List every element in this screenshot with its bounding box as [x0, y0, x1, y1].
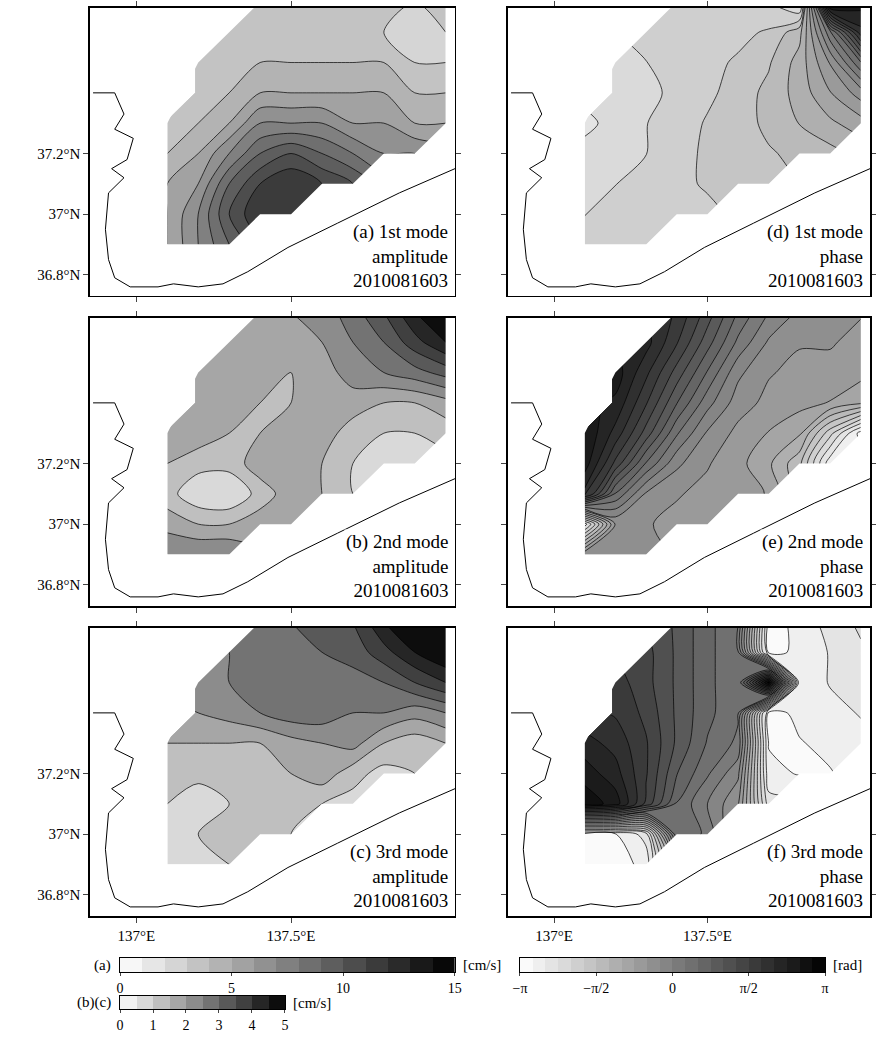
svg-text:[cm/s]: [cm/s]	[293, 995, 331, 1011]
svg-text:5: 5	[281, 1018, 288, 1033]
svg-text:37.2°N: 37.2°N	[37, 146, 80, 162]
svg-text:(b) 2nd modeamplitude201008160: (b) 2nd modeamplitude2010081603	[346, 531, 448, 601]
svg-text:15: 15	[448, 981, 462, 996]
svg-text:(b)(c): (b)(c)	[77, 994, 111, 1011]
svg-text:(a): (a)	[94, 957, 111, 974]
svg-text:(e) 2nd modephase2010081603: (e) 2nd modephase2010081603	[762, 531, 863, 601]
svg-text:36.8°N: 36.8°N	[37, 267, 80, 283]
svg-text:5: 5	[228, 981, 235, 996]
svg-text:37.2°N: 37.2°N	[37, 766, 80, 782]
svg-text:137.5°E: 137.5°E	[267, 928, 316, 944]
svg-text:137°E: 137°E	[118, 928, 156, 944]
svg-text:0: 0	[117, 981, 124, 996]
svg-text:137.5°E: 137.5°E	[683, 928, 732, 944]
svg-text:37°N: 37°N	[49, 516, 81, 532]
svg-text:4: 4	[248, 1018, 255, 1033]
svg-text:0: 0	[669, 981, 676, 996]
svg-text:(f) 3rd modephase2010081603: (f) 3rd modephase2010081603	[767, 841, 863, 911]
svg-text:36.8°N: 36.8°N	[37, 577, 80, 593]
svg-text:37.2°N: 37.2°N	[37, 456, 80, 472]
svg-text:37°N: 37°N	[49, 826, 81, 842]
svg-text:36.8°N: 36.8°N	[37, 887, 80, 903]
svg-text:10: 10	[336, 981, 350, 996]
svg-text:(c) 3rd modeamplitude201008160: (c) 3rd modeamplitude2010081603	[350, 841, 448, 911]
svg-text:(a) 1st modeamplitude201008160: (a) 1st modeamplitude2010081603	[353, 221, 448, 291]
svg-text:−π: −π	[513, 981, 528, 996]
svg-text:π/2: π/2	[740, 981, 758, 996]
svg-text:2: 2	[182, 1018, 189, 1033]
svg-text:−π/2: −π/2	[583, 981, 609, 996]
svg-text:(d) 1st modephase2010081603: (d) 1st modephase2010081603	[767, 221, 863, 291]
svg-text:137°E: 137°E	[535, 928, 573, 944]
svg-text:[cm/s]: [cm/s]	[463, 957, 501, 973]
svg-text:1: 1	[150, 1018, 157, 1033]
svg-text:0: 0	[117, 1018, 124, 1033]
svg-text:37°N: 37°N	[49, 206, 81, 222]
svg-text:π: π	[821, 981, 828, 996]
svg-text:3: 3	[215, 1018, 222, 1033]
svg-text:[rad]: [rad]	[833, 957, 862, 973]
